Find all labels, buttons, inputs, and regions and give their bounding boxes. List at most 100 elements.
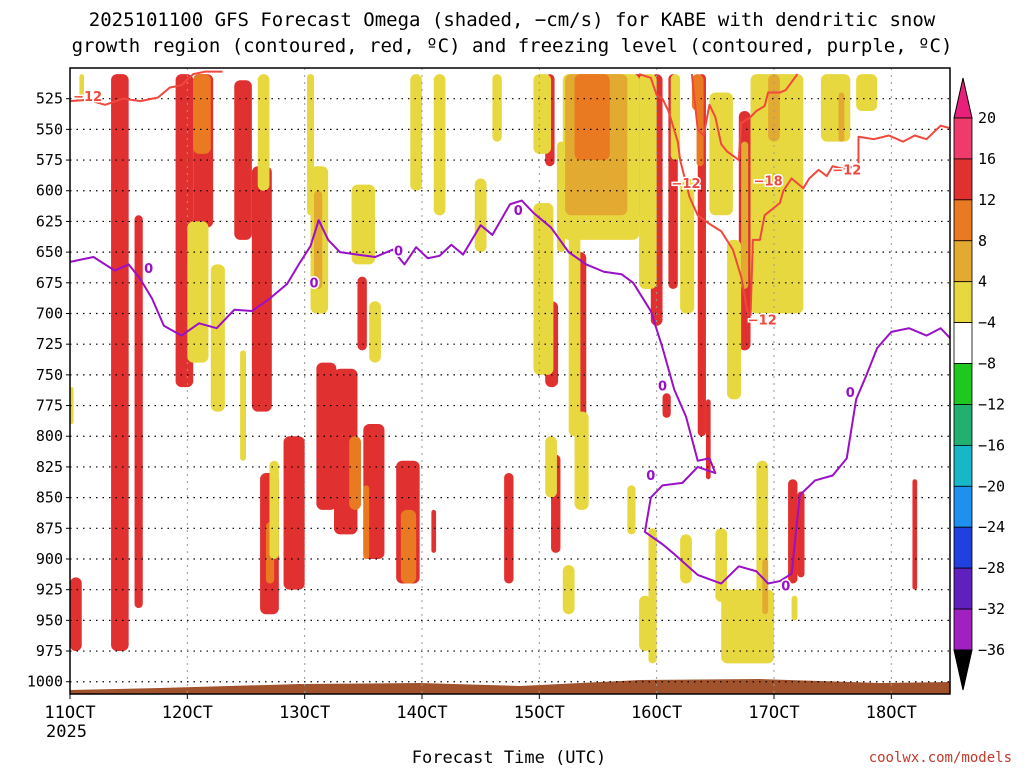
x-tick-label: 16OCT	[631, 703, 682, 723]
colorbar-label: 16	[978, 150, 996, 168]
omega-cell-27	[662, 393, 671, 418]
dgz-contour-label: −12	[672, 177, 701, 192]
omega-cell-5	[193, 74, 211, 154]
omega-cell-54	[533, 203, 554, 375]
colorbar-label: 4	[978, 273, 987, 291]
omega-cell-19	[431, 509, 437, 553]
colorbar-label: 8	[978, 232, 987, 250]
freezing-contour-label: 0	[144, 262, 153, 277]
colorbar-swatch	[953, 444, 973, 487]
omega-cell-37	[70, 387, 74, 424]
omega-cell-53	[533, 74, 552, 154]
omega-cell-69	[838, 92, 845, 142]
omega-cell-39	[187, 221, 209, 363]
y-tick-label: 700	[36, 304, 63, 322]
omega-cell-63	[680, 178, 695, 314]
omega-cell-76	[648, 528, 657, 664]
colorbar-label: −12	[978, 395, 1005, 413]
x-tick-label: 18OCT	[866, 703, 917, 723]
omega-cell-50	[433, 74, 446, 216]
colorbar-top-arrow	[953, 77, 973, 119]
y-tick-label: 750	[36, 366, 63, 384]
year-label: 2025	[46, 722, 87, 742]
plot-frame	[69, 67, 951, 695]
omega-cell-13	[349, 436, 361, 510]
omega-cell-33	[741, 141, 749, 289]
omega-cell-79	[721, 589, 774, 664]
y-tick-label: 625	[36, 212, 63, 230]
colorbar-swatch	[953, 526, 973, 569]
colorbar-label: 20	[978, 109, 996, 127]
colorbar-swatch	[953, 485, 973, 528]
omega-cell-43	[269, 460, 279, 559]
omega-cell-42	[257, 74, 270, 191]
y-tick-label: 1000	[27, 673, 63, 691]
omega-cell-51	[474, 178, 487, 253]
y-tick-label: 600	[36, 182, 63, 200]
omega-cell-65	[727, 239, 742, 400]
omega-cell-1	[111, 74, 129, 652]
dgz-contour-label: −18	[754, 175, 783, 190]
omega-cell-77	[680, 534, 692, 584]
omega-cell-40	[210, 264, 225, 412]
omega-cell-64	[709, 92, 733, 216]
x-tick-label: 12OCT	[162, 703, 213, 723]
colorbar-label: 12	[978, 191, 996, 209]
omega-cell-34	[788, 479, 798, 584]
colorbar-swatch	[953, 117, 973, 160]
colorbar-label: −8	[978, 355, 996, 373]
colorbar-bottom-arrow	[953, 649, 973, 691]
colorbar-swatch	[953, 567, 973, 610]
colorbar-label: −28	[978, 559, 1005, 577]
y-tick-label: 875	[36, 519, 63, 537]
freezing-contour-label: 0	[646, 469, 655, 484]
omega-cell-68	[820, 74, 851, 142]
x-tick-label: 13OCT	[279, 703, 330, 723]
omega-cell-60	[639, 74, 657, 289]
dgz-contour-label: −12	[748, 313, 777, 328]
omega-cell-82	[791, 595, 798, 621]
colorbar-swatch	[953, 363, 973, 405]
contour-labels: −12 −12 −18 −12 −12 0 0 0 0 0 0 0 0	[72, 88, 863, 596]
colorbar-label: −16	[978, 436, 1005, 454]
y-tick-label: 775	[36, 397, 63, 415]
colorbar-swatch	[953, 608, 973, 651]
colorbar-swatch	[953, 199, 973, 242]
credit-text: coolwx.com/models	[869, 750, 1012, 766]
freezing-contour-label: 0	[310, 277, 319, 292]
terrain-strip	[70, 679, 950, 694]
omega-cell-73	[562, 565, 575, 615]
omega-cell-81	[762, 558, 769, 615]
freezing-contour-label: 0	[394, 245, 403, 260]
omega-cell-10	[283, 436, 305, 590]
omega-cell-20	[504, 473, 514, 584]
dgz-contour-label: −12	[832, 164, 861, 179]
omega-cell-48	[369, 301, 381, 363]
omega-cell-0	[70, 577, 82, 652]
x-tick-label: 11OCT	[44, 703, 95, 723]
colorbar-swatch	[953, 158, 973, 201]
dgz-contour-label: −12	[73, 90, 102, 105]
omega-cell-49	[410, 74, 422, 191]
freezing-contour-label: 0	[781, 580, 790, 595]
freezing-contour-label: 0	[658, 380, 667, 395]
x-tick-label: 15OCT	[514, 703, 565, 723]
x-tick-label: 14OCT	[396, 703, 447, 723]
omega-cell-30	[696, 92, 704, 167]
omega-cell-36	[912, 479, 918, 590]
y-axis: 525 550 575 600 625 650 675 700 725 750 775 800 825 8…	[27, 90, 70, 691]
colorbar: 20 16 12 8 4 −4 −8 −12 −16 −20 −24 −28 −32 −36	[953, 77, 1005, 691]
omega-cell-17	[400, 509, 417, 584]
freezing-contour-label: 0	[514, 204, 523, 219]
colorbar-label: −24	[978, 518, 1005, 536]
y-tick-label: 650	[36, 243, 63, 261]
y-tick-label: 900	[36, 550, 63, 568]
y-tick-label: 575	[36, 151, 63, 169]
colorbar-label: −32	[978, 600, 1005, 618]
dgz-contour-line	[70, 70, 223, 106]
dgz-contour-line	[638, 73, 750, 317]
omega-cell-2	[134, 215, 143, 609]
omega-cell-47	[351, 184, 376, 265]
y-tick-label: 825	[36, 458, 63, 476]
